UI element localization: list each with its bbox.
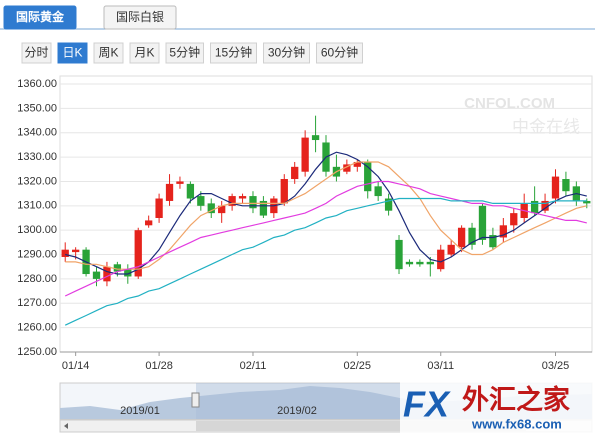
- candle-body: [249, 196, 257, 209]
- candle-body: [353, 161, 361, 167]
- y-tick-label: 1260.00: [17, 322, 57, 334]
- candle-body: [165, 183, 174, 201]
- x-tick-label: 01/14: [62, 360, 90, 372]
- period-label[interactable]: 分时: [24, 46, 48, 60]
- period-button[interactable]: [21, 42, 52, 64]
- period-label[interactable]: 周K: [98, 46, 118, 60]
- candle-body: [228, 196, 236, 206]
- candle-body: [103, 266, 111, 282]
- candle-body: [186, 183, 195, 199]
- logo-fx: FX: [403, 384, 451, 425]
- candle-body: [259, 200, 268, 216]
- candle-body: [155, 198, 163, 218]
- candle-body: [551, 176, 560, 199]
- y-tick-label: 1340.00: [17, 127, 57, 139]
- y-tick-label: 1310.00: [17, 200, 57, 212]
- watermark: CNFOL.COM: [464, 95, 555, 112]
- candle-body: [457, 227, 466, 248]
- moving-average-line: [64, 180, 587, 297]
- navigator-handle[interactable]: [191, 392, 200, 408]
- candle-body: [530, 200, 539, 214]
- candle-body: [113, 264, 122, 272]
- y-tick-label: 1360.00: [17, 78, 57, 90]
- candle-body: [311, 135, 320, 141]
- period-button[interactable]: [165, 42, 204, 64]
- logo-name: 外汇之家: [462, 384, 570, 415]
- scroll-left[interactable]: [64, 423, 68, 429]
- tab-label[interactable]: 国际黄金: [16, 9, 65, 24]
- candle-body: [499, 225, 507, 238]
- period-button[interactable]: [129, 42, 160, 64]
- x-tick-label: 03/11: [427, 360, 454, 372]
- period-label[interactable]: 60分钟: [321, 45, 358, 60]
- period-button[interactable]: [316, 42, 363, 64]
- candle-body: [134, 230, 142, 277]
- navigator-label: 2019/02: [277, 405, 317, 417]
- candle-body: [562, 179, 570, 192]
- candle-body: [384, 198, 393, 211]
- y-tick-label: 1300.00: [17, 224, 57, 236]
- period-button[interactable]: [93, 42, 124, 64]
- moving-average-line: [64, 197, 587, 326]
- x-tick-label: 03/25: [542, 360, 570, 372]
- period-button[interactable]: [263, 42, 310, 64]
- candle-body: [207, 203, 215, 214]
- candle-body: [145, 220, 153, 226]
- candle-body: [510, 213, 518, 226]
- candle-body: [374, 186, 382, 197]
- watermark-sub: 中金在线: [512, 117, 580, 136]
- x-tick-label: 02/11: [240, 360, 267, 372]
- moving-average-line: [65, 151, 587, 275]
- candle-body: [405, 261, 414, 265]
- logo-url: www.fx68.com: [471, 416, 562, 431]
- y-tick-label: 1270.00: [17, 297, 57, 309]
- moving-average-line: [65, 161, 587, 270]
- logo-bg: [400, 380, 595, 436]
- y-tick-label: 1330.00: [17, 151, 57, 163]
- candle-body: [301, 137, 309, 172]
- x-tick-label: 02/25: [344, 360, 372, 372]
- y-tick-label: 1280.00: [17, 273, 57, 285]
- y-tick-label: 1250.00: [17, 346, 57, 358]
- candle-body: [541, 200, 549, 211]
- tab-label[interactable]: 国际白银: [116, 9, 164, 24]
- period-button[interactable]: [57, 42, 88, 64]
- x-tick-label: 01/28: [145, 360, 173, 372]
- tab[interactable]: [103, 5, 177, 30]
- period-button[interactable]: [210, 42, 257, 64]
- candle-body: [426, 261, 434, 265]
- candle-body: [218, 205, 226, 214]
- candle-body: [364, 161, 372, 192]
- candle-body: [447, 244, 455, 255]
- period-label[interactable]: 日K: [62, 46, 82, 60]
- candle-body: [468, 227, 476, 245]
- candle-body: [343, 164, 351, 172]
- candle-body: [71, 249, 80, 253]
- candle-body: [238, 196, 247, 199]
- candle-body: [280, 179, 288, 204]
- candle-body: [489, 235, 497, 248]
- y-tick-label: 1350.00: [17, 102, 57, 114]
- navigator-label: 2019/01: [120, 405, 160, 417]
- candle-body: [437, 249, 445, 270]
- candle-body: [61, 249, 69, 257]
- candle-body: [583, 200, 591, 204]
- candle-body: [197, 196, 205, 206]
- candle-body: [395, 239, 403, 270]
- candle-body: [176, 181, 184, 184]
- tab[interactable]: [3, 5, 77, 30]
- period-label[interactable]: 15分钟: [215, 45, 252, 60]
- y-tick-label: 1320.00: [17, 175, 57, 187]
- period-label[interactable]: 月K: [134, 46, 154, 60]
- candle-body: [478, 205, 487, 240]
- candle-body: [416, 261, 424, 265]
- period-label[interactable]: 5分钟: [169, 45, 200, 60]
- period-label[interactable]: 30分钟: [268, 45, 305, 60]
- candle-body: [291, 166, 299, 180]
- candle-body: [92, 271, 101, 279]
- candle-body: [124, 269, 132, 277]
- scrollbar-thumb[interactable]: [196, 421, 526, 431]
- y-tick-label: 1290.00: [17, 248, 57, 260]
